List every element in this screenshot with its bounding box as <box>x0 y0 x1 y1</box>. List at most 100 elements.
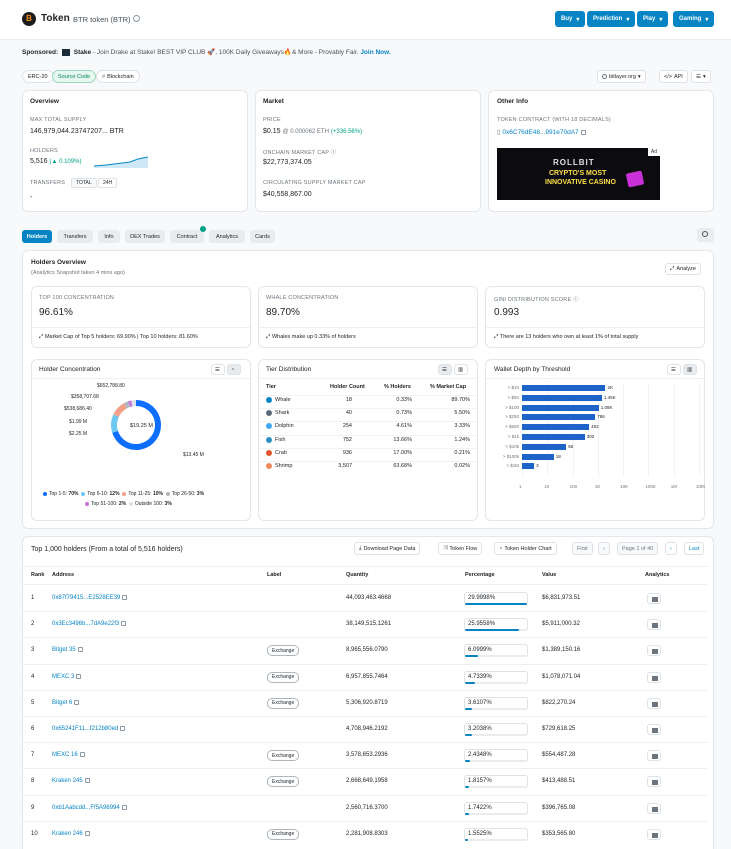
tab-contract[interactable]: Contract <box>170 230 204 243</box>
stake-logo-icon <box>61 48 70 56</box>
copy-icon[interactable] <box>580 129 586 135</box>
holder-address-link[interactable]: MEXC 16 <box>52 752 85 758</box>
holder-analytics-button[interactable] <box>647 776 661 788</box>
depth-bar[interactable] <box>522 453 554 460</box>
stat-divider <box>486 327 704 328</box>
copy-icon[interactable] <box>84 778 90 784</box>
copy-icon[interactable] <box>77 647 83 653</box>
list-view-toggle[interactable]: ☰ <box>211 364 225 375</box>
holder-address-link[interactable]: 0x87f79415...E2528EE39 <box>52 595 128 601</box>
rollbit-ad-banner[interactable]: Ad ROLLBIT CRYPTO'S MOST INNOVATIVE CASI… <box>497 148 660 200</box>
holder-analytics-button[interactable] <box>647 645 661 657</box>
sponsor-brand: Stake <box>73 49 92 56</box>
analyze-button[interactable]: ⤢ Analyze <box>665 263 701 275</box>
depth-bar[interactable] <box>522 404 599 411</box>
token-holder-chart-button[interactable]: ◔ Token Holder Chart <box>494 542 557 555</box>
list-icon: ☰ <box>696 73 701 80</box>
depth-bar[interactable] <box>522 443 567 450</box>
transfers-24h-tab[interactable]: 24H <box>98 178 118 188</box>
copy-icon[interactable] <box>79 752 85 758</box>
holder-value: $413,488.51 <box>542 778 576 785</box>
source-code-chip[interactable]: Source Code <box>52 70 97 83</box>
donut-slice-top-6-10[interactable] <box>111 414 119 433</box>
play-menu-button[interactable]: Play ▾ <box>637 11 669 27</box>
donut-slice-top-51-100[interactable] <box>128 400 133 407</box>
table-row-divider <box>23 820 708 822</box>
legend-item[interactable]: Top 1-5: 70% <box>43 491 78 497</box>
copy-icon[interactable] <box>121 621 127 627</box>
donut-slice-top-26-50[interactable] <box>123 401 131 409</box>
sponsor-cta-link[interactable]: Join Now. <box>360 49 391 56</box>
depth-bar[interactable] <box>522 424 590 431</box>
prev-page-button[interactable]: ‹ <box>598 542 610 555</box>
copy-icon[interactable] <box>120 726 126 731</box>
overview-card <box>22 90 248 212</box>
tab-info[interactable]: Info <box>98 230 120 243</box>
copy-icon[interactable] <box>121 804 127 810</box>
holder-analytics-button[interactable] <box>647 828 661 840</box>
holder-analytics-button[interactable] <box>647 593 661 604</box>
holder-analytics-button[interactable] <box>647 619 661 631</box>
chevron-down-icon: ▾ <box>702 73 706 80</box>
download-page-data-button[interactable]: ⤓ Download Page Data <box>354 542 421 555</box>
holder-address-link[interactable]: MEXC 3 <box>52 673 82 680</box>
max-supply-label: MAX TOTAL SUPPLY <box>30 117 87 123</box>
holder-address-link[interactable]: 0x65241F11...f212b80ed <box>52 726 126 732</box>
copy-icon[interactable] <box>76 673 82 679</box>
tab-holders[interactable]: Holders <box>22 230 52 243</box>
bar-view-toggle[interactable]: ▥ <box>454 364 468 375</box>
tab-cards[interactable]: Cards <box>250 230 275 243</box>
copy-icon[interactable] <box>84 830 90 836</box>
copy-icon[interactable] <box>74 699 80 705</box>
holder-analytics-button[interactable] <box>647 697 661 709</box>
holder-analytics-button[interactable] <box>647 750 661 762</box>
tab-transfers[interactable]: Transfers <box>57 230 93 243</box>
depth-bar[interactable] <box>522 434 585 440</box>
holder-address-link[interactable]: 0xb1Aabcdd...Ff5A96994 <box>52 804 127 811</box>
holder-address-link[interactable]: Kraken 245 <box>52 778 90 784</box>
holder-address-link[interactable]: 0x3Ec3496b...7dA9e22f3 <box>52 621 127 627</box>
top-holders-card <box>22 536 714 849</box>
holder-analytics-button[interactable] <box>647 671 661 683</box>
legend-item[interactable]: Top 6-10: 12% <box>81 491 120 497</box>
depth-bar[interactable] <box>522 394 602 401</box>
api-button[interactable]: </> API <box>659 70 688 83</box>
blockchain-chip[interactable]: # Blockchain <box>96 70 140 83</box>
prediction-menu-button[interactable]: Prediction ▾ <box>587 11 636 27</box>
donut-slice-top-1-5[interactable] <box>112 400 161 450</box>
donut-slice-top-11-25[interactable] <box>113 403 128 418</box>
transfers-total-tab[interactable]: TOTAL <box>71 178 97 188</box>
legend-item[interactable]: Outside 100: 3% <box>128 501 172 507</box>
next-page-button[interactable]: › <box>665 542 677 555</box>
list-view-toggle[interactable]: ☰ <box>438 364 452 375</box>
more-options-button[interactable]: ☰ ▾ <box>691 70 711 83</box>
buy-menu-button[interactable]: Buy ▾ <box>555 11 586 27</box>
holder-address-link[interactable]: Kraken 246 <box>52 830 90 837</box>
legend-item[interactable]: Top 11-25: 10% <box>122 491 163 497</box>
contract-address-link[interactable]: ▯ 0x6C76dE48...991e70dA7 <box>497 128 586 136</box>
holder-address-link[interactable]: Bitget 6 <box>52 699 80 706</box>
copy-icon[interactable] <box>122 595 128 600</box>
depth-bar[interactable] <box>522 385 606 391</box>
erc20-chip[interactable]: ERC-20 <box>22 70 54 83</box>
holder-analytics-button[interactable] <box>647 802 661 814</box>
last-page-button[interactable]: Last <box>684 542 705 555</box>
depth-bar[interactable] <box>522 463 535 470</box>
holder-address-link[interactable]: Bitget 35 <box>52 647 83 653</box>
list-view-toggle[interactable]: ☰ <box>667 364 681 375</box>
bar-view-toggle[interactable]: ▥ <box>683 364 697 375</box>
tab-analytics[interactable]: Analytics <box>209 230 245 243</box>
tier-cell-mcap: 0.02% <box>454 463 470 469</box>
token-flow-button[interactable]: ⤨ Token Flow <box>438 542 483 555</box>
code-icon: </> <box>664 73 672 80</box>
legend-item[interactable]: Top 26-50: 3% <box>165 491 204 497</box>
first-page-button[interactable]: First <box>572 542 593 555</box>
legend-item[interactable]: Top 51-100: 2% <box>85 501 126 507</box>
tab-dex-trades[interactable]: DEX Trades <box>125 230 165 243</box>
website-button[interactable]: bitlayer.org ▾ <box>597 70 646 83</box>
depth-bar[interactable] <box>522 414 596 421</box>
pie-view-toggle[interactable]: ◔ <box>227 364 241 375</box>
gaming-menu-button[interactable]: Gaming ▾ <box>673 11 715 27</box>
search-button[interactable] <box>697 228 714 242</box>
holder-analytics-button[interactable] <box>647 724 661 735</box>
